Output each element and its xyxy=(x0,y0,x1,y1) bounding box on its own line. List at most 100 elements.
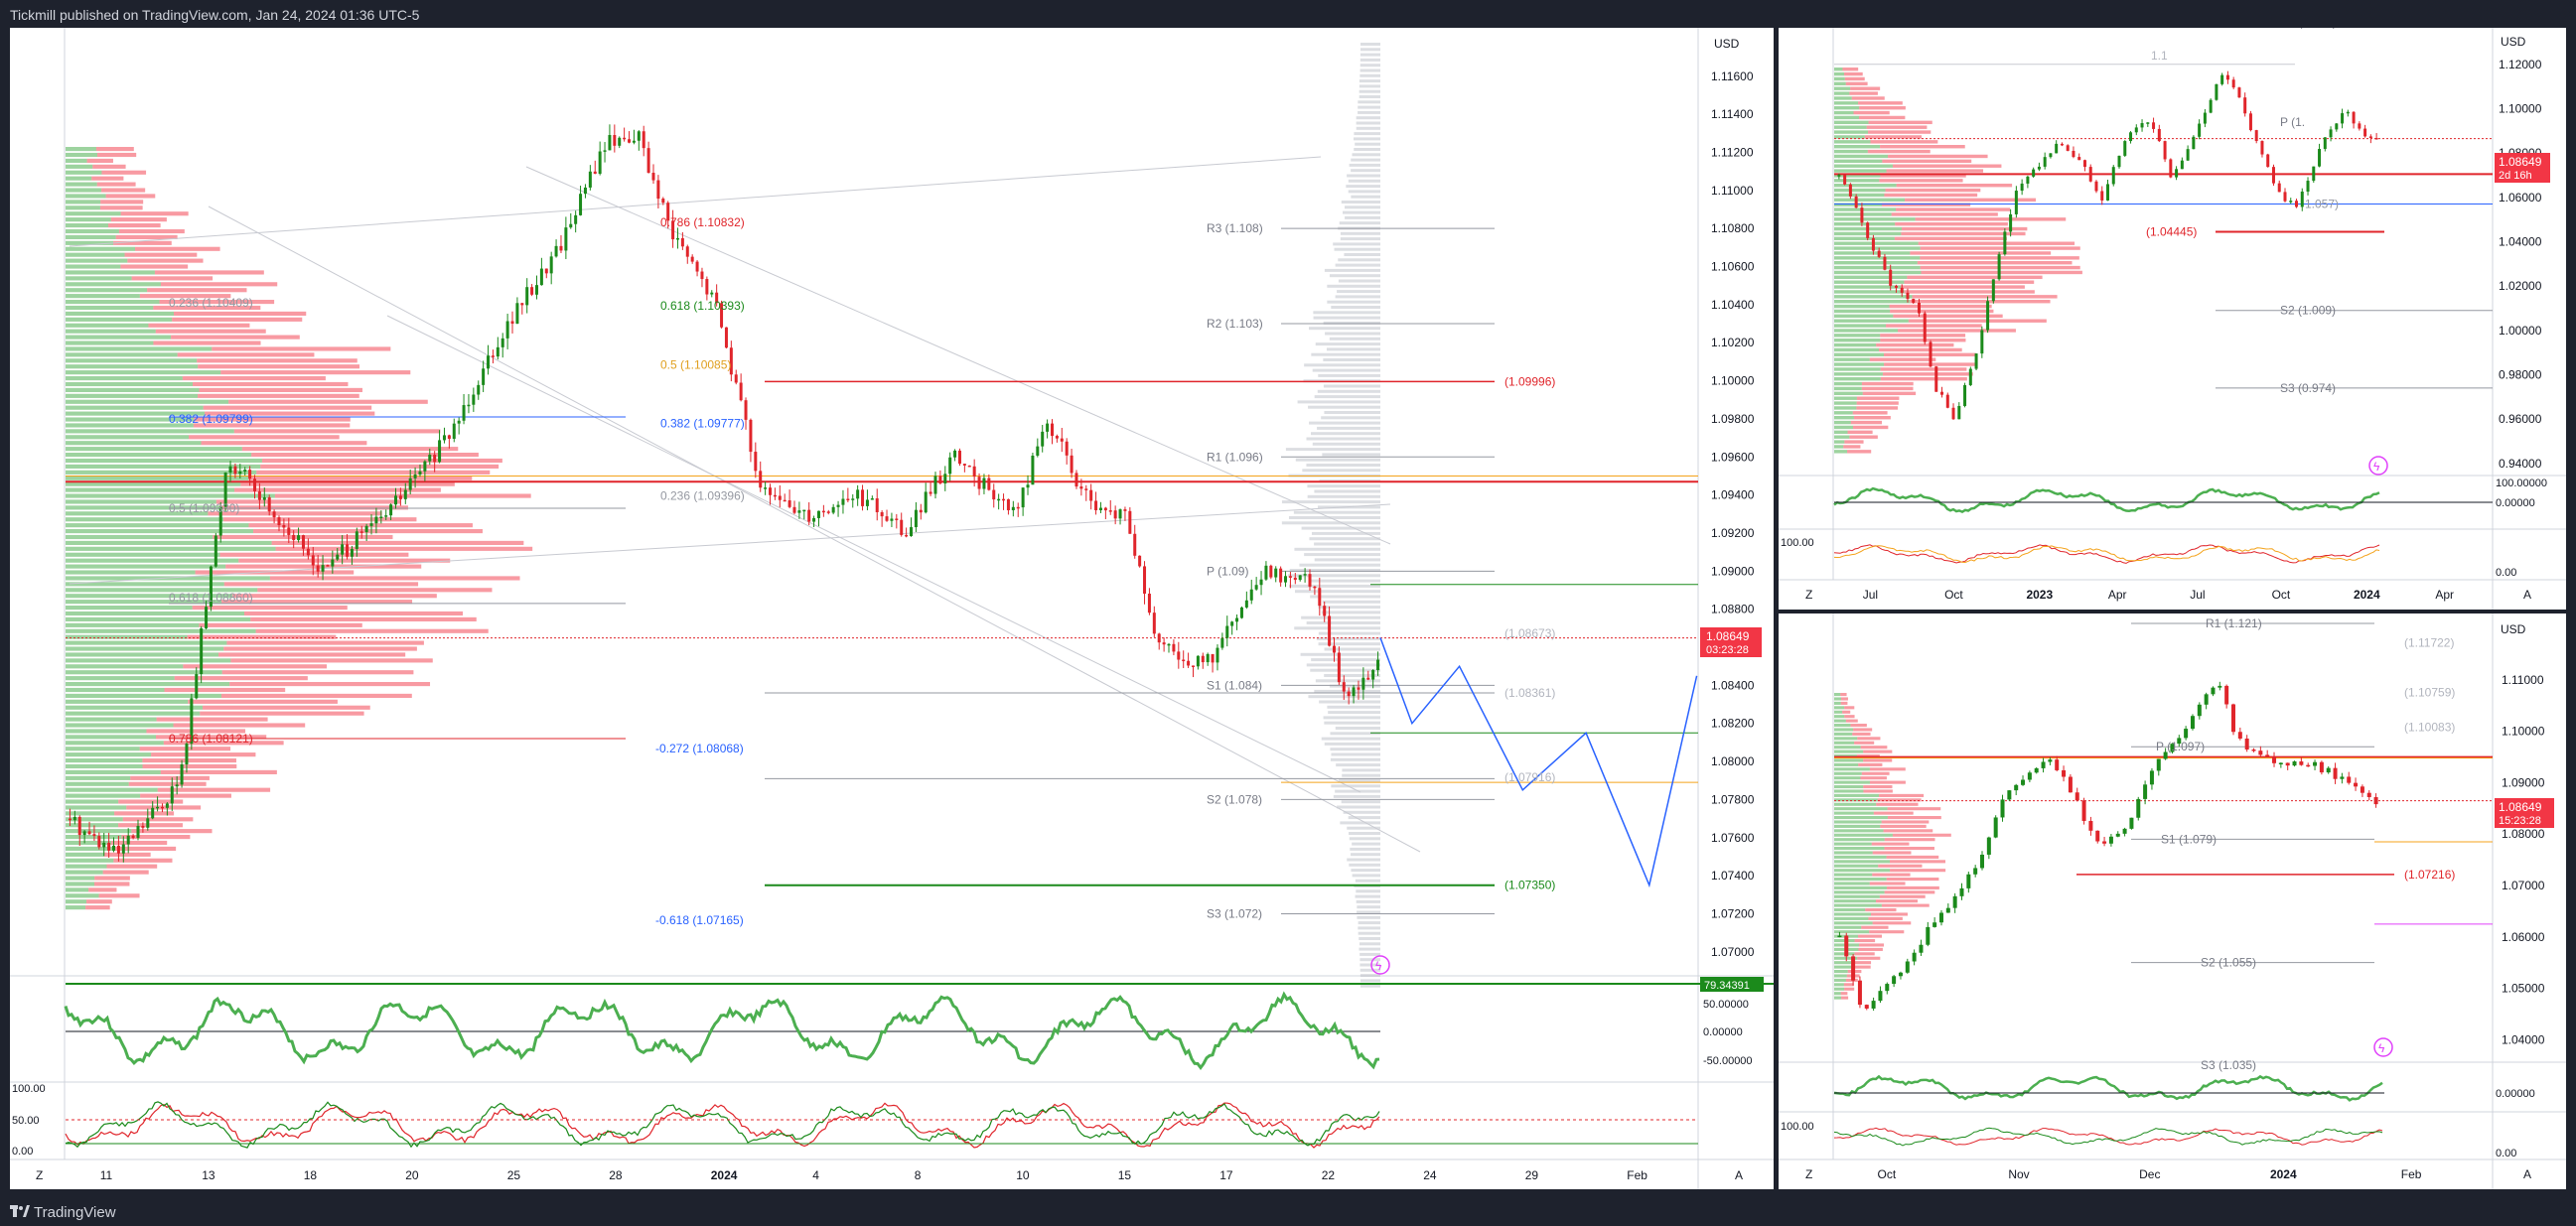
main-chart-svg[interactable]: 1.11600 1.11400 1.11200 1.11000 1.10800 1.106… xyxy=(10,28,1774,1189)
volume-bar-buy xyxy=(66,634,188,639)
volume-bar-buy xyxy=(1834,847,1885,851)
candle-body xyxy=(2319,761,2324,773)
volume-bar xyxy=(1301,615,1380,619)
candle-body xyxy=(501,338,504,347)
volume-bar-buy xyxy=(1834,125,1867,129)
weekly-axis-a[interactable]: A xyxy=(2523,588,2531,602)
weekly-chart-svg[interactable]: 1.120001.100001.080001.060001.040001.020… xyxy=(1779,15,2566,610)
volume-bar-sell xyxy=(189,435,340,440)
candle-body xyxy=(418,471,422,476)
volume-bar-sell xyxy=(1892,833,1951,837)
volume-bar-buy xyxy=(1834,916,1869,920)
volume-bar xyxy=(1359,89,1380,93)
volume-bar xyxy=(1341,800,1380,804)
volume-bar-sell xyxy=(1869,882,1906,885)
volume-bar-buy xyxy=(66,429,234,434)
volume-bar-buy xyxy=(1834,295,1913,299)
date-tick: 17 xyxy=(1219,1168,1233,1182)
weekly-chart-panel[interactable]: 1.120001.100001.080001.060001.040001.020… xyxy=(1779,15,2566,610)
candle-body xyxy=(861,489,865,506)
candle-body xyxy=(355,531,358,549)
volume-bar-sell xyxy=(238,558,451,563)
volume-bar xyxy=(1348,816,1380,820)
volume-bar xyxy=(1335,727,1380,730)
volume-bar-buy xyxy=(1834,978,1846,982)
volume-bar-buy xyxy=(1834,864,1879,868)
candle-body xyxy=(1006,498,1010,511)
daily-axis-a[interactable]: A xyxy=(2523,1167,2531,1181)
weekly-axis-z[interactable]: Z xyxy=(1805,588,1812,602)
volume-bar-buy xyxy=(1834,737,1858,741)
candle-body xyxy=(1103,507,1107,511)
volume-bar-buy xyxy=(1834,860,1891,864)
daily-chart-svg[interactable]: 1.11000 1.10000 1.09000 1.08000 1.07000 1.060… xyxy=(1779,613,2566,1189)
candle-body xyxy=(1997,254,2001,280)
candle-body xyxy=(165,803,169,808)
candle-body xyxy=(394,495,397,505)
volume-bar-sell xyxy=(1894,236,2007,241)
volume-bar-sell xyxy=(1890,860,1946,864)
candle-body xyxy=(1366,677,1370,680)
volume-bar-buy xyxy=(66,264,121,269)
candle-body xyxy=(2134,127,2138,133)
volume-bar-buy xyxy=(66,817,123,822)
price-tick: 1.06000 xyxy=(2502,930,2545,944)
axis-letter-z[interactable]: Z xyxy=(36,1168,43,1182)
candle-body xyxy=(880,512,884,517)
osc1-tick: 0.00000 xyxy=(1703,1026,1743,1038)
volume-bar-buy xyxy=(1834,304,1890,309)
volume-bar-buy xyxy=(1834,728,1854,732)
weekly-static-lines xyxy=(1834,21,2493,389)
main-candles xyxy=(68,124,1380,863)
candle-body xyxy=(2209,99,2213,113)
volume-bar xyxy=(1360,68,1380,72)
candle-body xyxy=(2237,732,2242,739)
weekly-pivot-label: R1 (1.139) xyxy=(2280,28,2337,29)
volume-bar-buy xyxy=(1834,820,1882,824)
candle-body xyxy=(895,518,899,520)
volume-bar xyxy=(1311,432,1380,436)
volume-bar-buy xyxy=(66,670,222,675)
date-tick: 2024 xyxy=(2354,588,2380,602)
candle-body xyxy=(646,148,650,174)
candle-body xyxy=(2224,685,2229,705)
volume-bar-sell xyxy=(1854,741,1875,745)
daily-chart-panel[interactable]: 1.11000 1.10000 1.09000 1.08000 1.07000 1.060… xyxy=(1779,613,2566,1189)
volume-bar xyxy=(1340,821,1380,825)
volume-bar-buy xyxy=(66,223,109,228)
candle-body xyxy=(1851,956,1856,981)
daily-lightning-icon[interactable] xyxy=(2373,1037,2393,1057)
candle-body xyxy=(739,382,743,401)
fib-label-left: 0.786 (1.08121) xyxy=(169,732,253,746)
volume-bar-sell xyxy=(1858,115,1906,120)
volume-bar-sell xyxy=(1880,339,1966,342)
candle-body xyxy=(559,245,563,251)
candle-body xyxy=(2055,143,2059,154)
fib-label-right: 0.618 (1.10393) xyxy=(660,299,745,313)
daily-level-label: (1.11722) xyxy=(2404,636,2454,650)
volume-bar-buy xyxy=(66,417,195,422)
volume-bar-buy xyxy=(66,335,172,340)
lightning-icon[interactable] xyxy=(1370,955,1390,975)
volume-bar-sell xyxy=(203,405,372,410)
candle-body xyxy=(2117,155,2121,168)
volume-bar-sell xyxy=(1845,719,1858,723)
volume-bar xyxy=(1316,636,1380,640)
volume-bar-sell xyxy=(1841,996,1849,1000)
price-tick: 1.10000 xyxy=(2502,725,2545,739)
candle-body xyxy=(2218,685,2222,688)
candle-body xyxy=(1016,506,1020,509)
candle-body xyxy=(1220,637,1224,648)
volume-bar-buy xyxy=(1834,110,1854,115)
volume-bar-sell xyxy=(1869,930,1905,934)
fib-label-left: 0.5 (1.09330) xyxy=(169,501,239,515)
main-hourly-chart-panel[interactable]: 1.11600 1.11400 1.11200 1.11000 1.10800 1.106… xyxy=(10,28,1774,1189)
volume-bar-buy xyxy=(1834,798,1878,802)
volume-bar-sell xyxy=(1872,921,1912,925)
daily-axis-z[interactable]: Z xyxy=(1805,1167,1812,1181)
weekly-lightning-icon[interactable] xyxy=(2368,456,2388,476)
volume-bar-sell xyxy=(103,852,151,857)
volume-bar-buy xyxy=(1834,71,1845,76)
volume-bar-buy xyxy=(1834,430,1848,435)
axis-letter-a[interactable]: A xyxy=(1735,1168,1743,1182)
